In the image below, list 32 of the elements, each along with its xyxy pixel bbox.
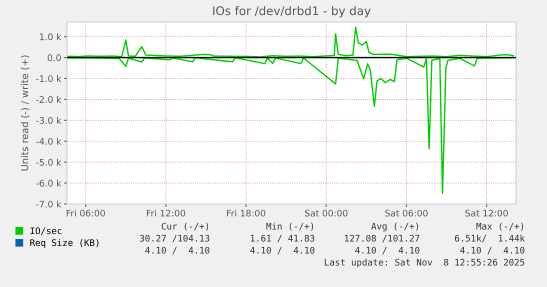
text: 127.08 /101.27 <box>344 234 420 242</box>
y-tick-label: -1.0 k <box>36 75 62 82</box>
text: Avg (-/+) <box>371 222 418 232</box>
y-tick-label: -5.0 k <box>36 158 62 166</box>
y-tick-label: 0.0 <box>48 54 61 62</box>
x-tick-label: Fri 18:00 <box>227 210 266 217</box>
text: 6.51k/ 1.44k <box>454 234 525 242</box>
chart-title: IOs for /dev/drbd1 - by day <box>213 6 371 18</box>
text: Min (-/+) <box>266 222 314 231</box>
x-tick-label: Fri 06:00 <box>66 210 105 217</box>
text: 1.61 / 41.83 <box>250 234 314 242</box>
y-tick-label: -7.0 k <box>36 200 62 208</box>
y-tick-label: -2.0 k <box>36 96 62 103</box>
legend-label: IO/sec <box>30 227 62 235</box>
text: 4.10 / 4.10 <box>250 246 314 254</box>
y-tick-label: 1.0 k <box>40 33 62 40</box>
y-tick-label: -3.0 k <box>36 116 62 124</box>
text: Last update: Sat Nov 8 12:55:26 2025 <box>324 258 524 268</box>
y-tick-label: -6.0 k <box>36 180 62 187</box>
text: 4.10 / 4.10 <box>355 246 420 254</box>
legend-label: Req Size (KB) <box>30 239 98 248</box>
x-tick-label: Sat 12:00 <box>465 210 508 217</box>
text: 4.10 / 4.10 <box>145 246 210 254</box>
text: 4.10 / 4.10 <box>460 246 524 254</box>
y-tick-label: -4.0 k <box>36 138 62 145</box>
text: Max (-/+) <box>476 222 524 231</box>
x-tick-label: Sat 06:00 <box>385 210 428 217</box>
text: 30.27 /104.13 <box>140 234 210 242</box>
x-tick-label: Fri 12:00 <box>146 210 186 217</box>
x-tick-label: Sat 00:00 <box>304 210 348 217</box>
text: Cur (-/+) <box>162 222 208 231</box>
y-axis-title: Units read (-) / write (+) <box>20 55 30 171</box>
